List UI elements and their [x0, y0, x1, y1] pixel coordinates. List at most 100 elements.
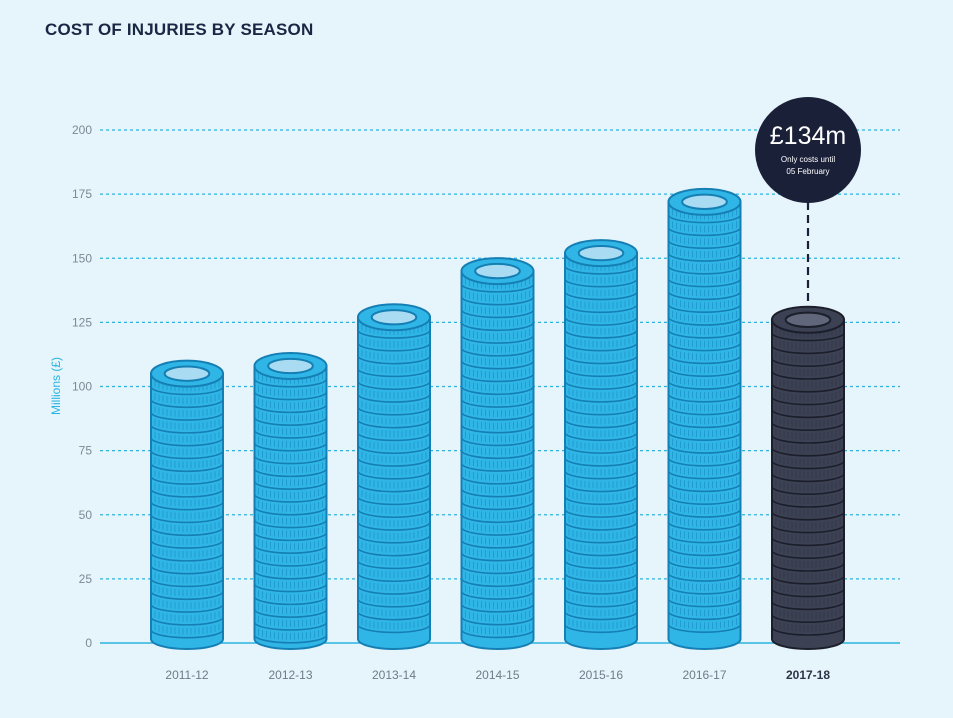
- coin-ridges: [258, 475, 323, 487]
- coin-ridges: [672, 336, 737, 348]
- coin-ridges: [775, 441, 841, 453]
- coin-edge: [460, 514, 535, 524]
- callout-value: £134m: [770, 122, 846, 150]
- coin-edge: [667, 265, 742, 275]
- coin-edge: [460, 373, 535, 383]
- x-tick-label-2012-13: 2012-13: [268, 668, 312, 682]
- coin-edge: [771, 613, 845, 623]
- coin-edge: [771, 345, 845, 355]
- coin-edge: [667, 470, 742, 480]
- coin-edge: [460, 539, 535, 549]
- coin-edge: [667, 508, 742, 518]
- coin-edge: [357, 611, 431, 621]
- coin-ridges: [465, 405, 530, 417]
- coin-edge: [460, 565, 535, 575]
- coin-edge: [564, 572, 638, 582]
- coin-ridges: [361, 567, 427, 579]
- bar-2013-14: [357, 303, 431, 650]
- coin-edge: [667, 572, 742, 582]
- coin-edge: [253, 404, 328, 414]
- coin-ridges: [568, 605, 634, 617]
- coin-ridges: [568, 566, 634, 579]
- coin-ridges: [361, 554, 427, 566]
- coin-edge: [357, 560, 431, 570]
- coin-edge: [771, 511, 845, 521]
- coin-ridges: [465, 456, 530, 469]
- coin-edge: [357, 342, 431, 352]
- coin-ridges: [672, 413, 737, 425]
- coin-ridges: [361, 400, 427, 412]
- coin-ridges: [775, 582, 841, 594]
- coin-ridges: [361, 503, 427, 515]
- coin-ridges: [672, 387, 737, 399]
- coin-edge: [667, 611, 742, 621]
- coin-edge: [253, 493, 328, 503]
- coin-ridges: [672, 259, 737, 271]
- bar-body: [564, 252, 638, 650]
- coin-ridges: [258, 577, 323, 589]
- coin-edge: [564, 521, 638, 531]
- coin-edge: [253, 608, 328, 618]
- coin-ridges: [465, 303, 530, 315]
- coin-edge: [564, 406, 638, 416]
- coin-edge: [564, 611, 638, 621]
- x-tick-label-2014-15: 2014-15: [475, 668, 519, 682]
- coin-edge: [667, 355, 742, 365]
- x-tick-label-2017-18: 2017-18: [786, 668, 830, 682]
- coin-edge: [150, 424, 224, 434]
- coin-ridges: [154, 482, 220, 494]
- coin-edge: [771, 409, 845, 419]
- coin-ridges: [258, 385, 323, 397]
- coin-ridges: [465, 380, 530, 392]
- bar-body: [150, 372, 224, 650]
- coin-edge: [667, 406, 742, 416]
- coin-edge: [667, 380, 742, 390]
- coin-ridges: [568, 464, 634, 476]
- coin-ridges: [672, 349, 737, 361]
- coin-ridges: [361, 362, 427, 374]
- coin-edge: [253, 634, 328, 644]
- coin-ridges: [775, 339, 841, 351]
- coin-ridges: [672, 515, 737, 527]
- coin-edge: [357, 585, 431, 595]
- coin-ridges: [154, 585, 220, 597]
- coin-ridges: [775, 428, 841, 441]
- coin-top-inner: [577, 244, 625, 262]
- coin-edge: [564, 598, 638, 608]
- coin-ridges: [672, 618, 737, 630]
- coin-edge: [667, 560, 742, 570]
- coin-edge: [150, 616, 224, 626]
- coin-edge: [357, 483, 431, 493]
- coin-edge: [667, 329, 742, 339]
- coin-edge: [564, 368, 638, 378]
- coin-edge: [771, 357, 845, 367]
- coin-edge: [253, 557, 328, 567]
- coin-ridges: [672, 298, 737, 310]
- coin-ridges: [154, 393, 220, 405]
- coin-edge: [667, 316, 742, 326]
- coin-edge: [564, 547, 638, 557]
- coin-edge: [667, 227, 742, 237]
- coin-top-inner: [784, 311, 832, 328]
- coin-edge: [667, 368, 742, 378]
- coin-ridges: [154, 546, 220, 558]
- coin-ridges: [465, 354, 530, 366]
- coin-ridges: [775, 326, 841, 338]
- coin-top-inner: [474, 262, 521, 280]
- coin-ridges: [258, 500, 323, 512]
- coin-ridges: [361, 464, 427, 476]
- coin-edge: [667, 278, 742, 288]
- coin-edge: [460, 334, 535, 344]
- coin-ridges: [465, 584, 530, 597]
- coin-edge: [771, 626, 845, 636]
- coin-ridges: [361, 528, 427, 540]
- coin-top-inner: [163, 365, 211, 382]
- coin-ridges: [154, 623, 220, 635]
- coin-edge: [460, 616, 535, 626]
- coin-ridges: [361, 579, 427, 592]
- coin-ridges: [465, 328, 530, 341]
- coin-edge: [771, 383, 845, 393]
- coin-ridges: [361, 541, 427, 553]
- coin-edge: [667, 444, 742, 454]
- coin-ridges: [775, 480, 841, 492]
